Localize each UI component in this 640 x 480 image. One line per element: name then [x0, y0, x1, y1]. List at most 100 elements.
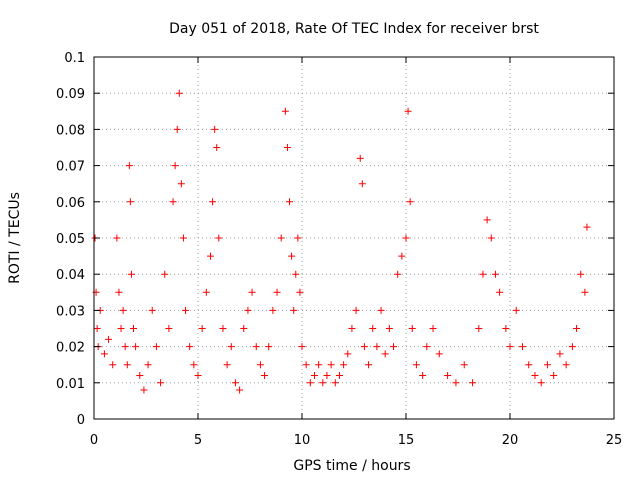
data-point [435, 350, 443, 358]
data-point [179, 234, 187, 242]
data-point [198, 325, 206, 332]
data-point [190, 361, 198, 369]
data-point [265, 343, 273, 351]
data-point [319, 379, 327, 387]
data-point [352, 306, 360, 314]
data-point [213, 144, 221, 151]
y-tick-label: 0.07 [56, 160, 85, 175]
data-point [211, 125, 219, 133]
data-point [327, 361, 335, 369]
data-point [283, 144, 291, 151]
data-point [132, 343, 140, 351]
data-point [518, 343, 526, 351]
data-point [408, 325, 416, 332]
y-axis-ticks: 0 0.01 0.02 0.03 0.04 0.05 0.06 0.07 0.08 0.09 0.1 [56, 51, 614, 428]
x-tick-label: 20 [502, 433, 519, 448]
data-point [306, 379, 314, 387]
data-point [175, 89, 183, 97]
x-axis-ticks: 0 5 10 15 20 25 [90, 57, 622, 448]
data-point [531, 372, 539, 380]
data-point [412, 361, 420, 369]
data-point [148, 306, 156, 314]
data-point [562, 361, 570, 369]
y-tick-label: 0.04 [56, 268, 85, 283]
data-point [298, 343, 306, 351]
data-point [452, 379, 460, 387]
data-point [402, 234, 410, 242]
data-point [358, 180, 366, 188]
data-point [315, 361, 323, 369]
data-point [125, 162, 133, 170]
data-point [140, 386, 148, 394]
data-point [130, 325, 138, 332]
data-point [206, 252, 214, 260]
data-point [506, 343, 514, 351]
data-point [144, 361, 152, 369]
data-point [105, 335, 113, 343]
x-axis-label: GPS time / hours [293, 458, 410, 474]
data-point [115, 288, 123, 296]
data-point [281, 107, 289, 115]
data-point [460, 361, 468, 369]
data-point [404, 107, 412, 115]
data-point [385, 325, 393, 332]
data-point [223, 361, 231, 369]
data-point [365, 361, 373, 369]
data-point [231, 379, 239, 387]
data-point [573, 325, 581, 332]
x-tick-label: 15 [398, 433, 415, 448]
data-point [117, 325, 125, 332]
data-point [215, 234, 223, 242]
data-point [344, 350, 352, 358]
data-point [202, 288, 210, 296]
x-tick-label: 25 [606, 433, 623, 448]
y-tick-label: 0.01 [56, 377, 85, 392]
data-point [161, 270, 169, 278]
data-point [423, 343, 431, 351]
data-point [487, 234, 495, 242]
data-point [577, 270, 585, 278]
data-point [244, 306, 252, 314]
x-tick-label: 0 [90, 433, 98, 448]
data-point [406, 198, 414, 206]
data-point [93, 325, 101, 332]
data-point [491, 270, 499, 278]
data-point [240, 325, 248, 332]
data-point [209, 198, 217, 206]
data-point [119, 306, 127, 314]
data-point [157, 379, 165, 387]
data-point [373, 343, 381, 351]
data-point [177, 180, 185, 188]
data-point [186, 343, 194, 351]
data-point [356, 154, 364, 162]
y-tick-label: 0.05 [56, 232, 85, 247]
data-point [444, 372, 452, 380]
data-point [173, 125, 181, 133]
data-point [252, 343, 260, 351]
data-point [126, 198, 134, 206]
data-point [273, 288, 281, 296]
data-point [100, 350, 108, 358]
data-point [323, 372, 331, 380]
data-point [127, 270, 135, 278]
data-point [248, 288, 256, 296]
data-point [302, 361, 310, 369]
chart-title: Day 051 of 2018, Rate Of TEC Index for r… [169, 21, 539, 37]
data-point [227, 343, 235, 351]
data-point [286, 198, 294, 206]
data-point [583, 223, 591, 231]
data-point [136, 372, 144, 380]
data-point [288, 252, 296, 260]
data-point [394, 270, 402, 278]
x-tick-label: 10 [294, 433, 311, 448]
data-point [182, 306, 190, 314]
data-point [568, 343, 576, 351]
data-point [502, 325, 510, 332]
data-point [419, 372, 427, 380]
data-point [496, 288, 504, 296]
data-point [429, 325, 437, 332]
data-point [525, 361, 533, 369]
data-point [296, 288, 304, 296]
